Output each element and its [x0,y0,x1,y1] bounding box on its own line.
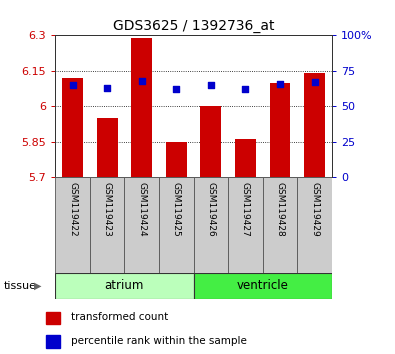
Bar [235,139,256,177]
Bar [55,273,194,299]
Bar [97,118,118,177]
Point [277,81,283,86]
Text: GSM119429: GSM119429 [310,182,319,236]
Bar [47,312,60,324]
Text: tissue: tissue [4,281,37,291]
Bar [62,78,83,177]
Point [242,86,248,92]
Text: GSM119427: GSM119427 [241,182,250,236]
Bar [269,82,290,177]
Bar [159,177,194,274]
Bar [90,177,124,274]
Point [208,82,214,88]
Point [139,78,145,84]
Title: GDS3625 / 1392736_at: GDS3625 / 1392736_at [113,19,274,33]
Point [104,85,110,91]
Bar [201,106,221,177]
Text: percentile rank within the sample: percentile rank within the sample [71,336,246,346]
Point [70,82,76,88]
Text: ▶: ▶ [34,281,41,291]
Point [311,79,318,85]
Text: GSM119423: GSM119423 [103,182,112,236]
Text: transformed count: transformed count [71,312,168,322]
Text: GSM119422: GSM119422 [68,182,77,236]
Text: atrium: atrium [105,279,144,292]
Text: GSM119428: GSM119428 [275,182,284,236]
Text: ventricle: ventricle [237,279,289,292]
Text: GSM119424: GSM119424 [137,182,146,236]
Bar [166,142,187,177]
Text: GSM119426: GSM119426 [206,182,215,236]
Bar [55,177,90,274]
Bar [47,335,60,348]
Point [173,86,179,92]
Bar [263,177,297,274]
Bar [194,177,228,274]
Bar [304,73,325,177]
Bar [297,177,332,274]
Bar [124,177,159,274]
Bar [131,38,152,177]
Bar [228,177,263,274]
Text: GSM119425: GSM119425 [172,182,181,236]
Bar [194,273,332,299]
